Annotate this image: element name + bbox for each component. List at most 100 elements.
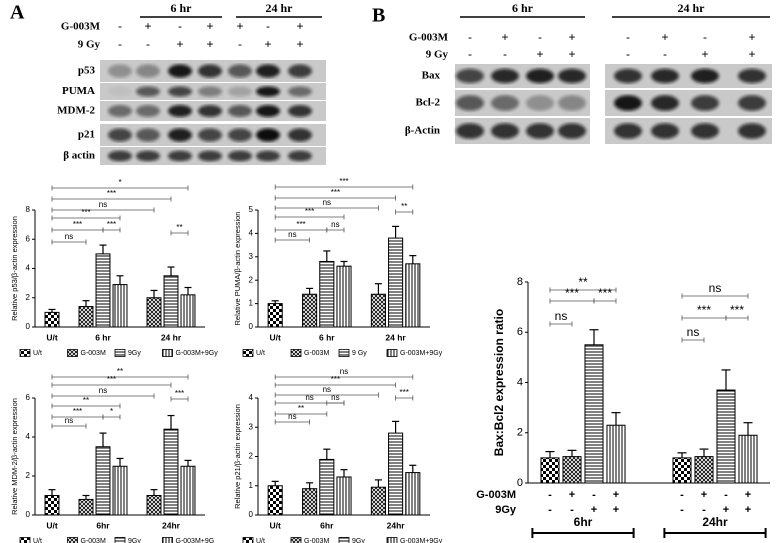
blot-band — [614, 95, 642, 111]
treatment-sign: - — [702, 504, 706, 516]
x-tick-label: 24 hr — [385, 332, 406, 342]
blot-band — [691, 123, 719, 139]
bar — [388, 237, 404, 328]
y-tick-label: 4 — [249, 393, 254, 402]
treatment-sign: + — [296, 19, 303, 33]
bar — [370, 293, 386, 328]
sig-label: *** — [339, 177, 348, 186]
sig-label: ** — [298, 404, 304, 413]
blot-band — [198, 105, 222, 117]
legend-swatch — [386, 537, 398, 543]
bar — [319, 458, 335, 516]
sig-label: *** — [565, 286, 579, 300]
blot-band — [288, 105, 312, 117]
treatment-sign: + — [701, 47, 708, 61]
y-tick-label: 2 — [26, 471, 31, 480]
time-label: 6 hr — [171, 1, 193, 15]
row-label: β actin — [63, 150, 95, 162]
blot-band — [168, 64, 192, 78]
y-tick-label: 0 — [26, 322, 31, 331]
bar — [95, 446, 111, 516]
y-tick-label: 0 — [249, 322, 254, 331]
treatment-sign: - — [570, 504, 574, 516]
blot-band — [256, 150, 280, 162]
bar — [336, 265, 352, 328]
group-label: 6hr — [574, 515, 593, 529]
treatment-sign: - — [146, 37, 150, 51]
blot-band — [108, 86, 132, 97]
y-axis-label: Relative MDM-2/β-actin expression — [10, 398, 19, 515]
treatment-sign: + — [501, 30, 508, 44]
blot-band — [168, 105, 192, 117]
y-tick-label: 6 — [26, 393, 31, 402]
legend-swatch — [19, 537, 31, 543]
legend-label: G-003M — [81, 350, 106, 357]
legend-label: U/t — [33, 538, 42, 543]
blot-band — [456, 95, 484, 111]
legend-swatch — [67, 537, 78, 543]
blot-band — [198, 86, 222, 97]
legend-swatch — [338, 537, 350, 543]
sig-label: *** — [400, 388, 409, 397]
blot-band — [491, 68, 519, 84]
blot-band — [614, 68, 642, 84]
legend-label: U/t — [256, 350, 265, 357]
blot-band — [288, 64, 312, 78]
y-tick-label: 6 — [26, 234, 31, 243]
treatment-label: 9Gy — [495, 504, 517, 516]
bar — [112, 465, 128, 516]
y-tick-label: 3 — [249, 422, 254, 431]
y-tick-label: 4 — [26, 432, 31, 441]
blot-band — [168, 128, 192, 142]
treatment-sign: - — [548, 489, 552, 501]
treatment-sign: + — [144, 19, 151, 33]
treatment-label: G-003M — [61, 21, 101, 33]
sig-label: *** — [107, 189, 116, 198]
blot-band — [491, 123, 519, 139]
sig-label: *** — [730, 303, 744, 317]
bar — [319, 260, 335, 328]
treatment-sign: + — [569, 489, 575, 501]
blot-band — [491, 95, 519, 111]
blot-band — [691, 95, 719, 111]
y-tick-label: 1 — [249, 481, 254, 490]
bar — [163, 275, 179, 328]
legend-swatch — [242, 537, 254, 543]
y-tick-label: 0 — [26, 510, 31, 519]
blot-band — [651, 68, 679, 84]
treatment-label: 9 Gy — [426, 49, 449, 61]
bar — [388, 432, 404, 516]
legend-label: 9 Gy — [352, 350, 367, 357]
sig-label: ns — [323, 385, 331, 394]
x-tick-label: 6hr — [320, 520, 334, 530]
blot-band — [228, 64, 252, 78]
blot-band — [168, 150, 192, 162]
legend-label: G-003M+9Gy — [176, 350, 219, 357]
y-axis-label: Relative p21/β-actin expression — [233, 404, 242, 509]
legend-label: G-003M+9G — [176, 538, 215, 543]
treatment-sign: - — [626, 47, 630, 61]
legend-swatch — [290, 537, 302, 543]
bar — [370, 486, 386, 516]
legend-label: G-003M+9Gy — [400, 350, 443, 357]
y-tick-label: 8 — [26, 205, 31, 214]
sig-label: *** — [697, 303, 711, 317]
blot-band — [198, 128, 222, 142]
treatment-sign: - — [680, 489, 684, 501]
treatment-label: G-003M — [476, 489, 516, 501]
blot-band — [228, 105, 252, 117]
blot-band — [456, 123, 484, 139]
legend-swatch — [114, 349, 126, 357]
sig-label: *** — [598, 286, 612, 300]
bar — [180, 465, 196, 516]
group-label: 24hr — [702, 515, 728, 529]
x-tick-label: 6 hr — [95, 332, 111, 342]
sig-label: ns — [340, 367, 348, 376]
time-label: 6 hr — [512, 1, 534, 15]
treatment-sign: - — [663, 47, 667, 61]
row-label: p21 — [78, 129, 95, 141]
legend-swatch — [114, 537, 126, 543]
y-tick-label: 2 — [517, 427, 523, 439]
x-tick-label: U/t — [46, 332, 58, 342]
